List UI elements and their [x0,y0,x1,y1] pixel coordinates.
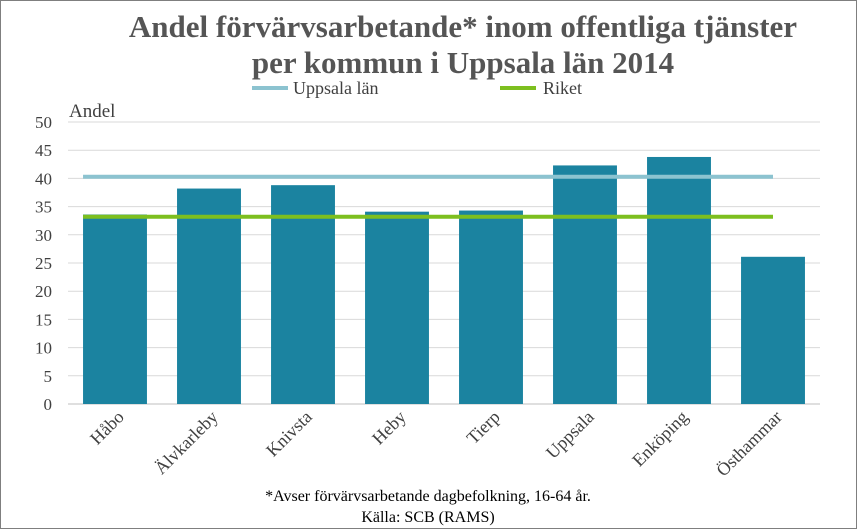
y-tick-label-25: 25 [35,254,52,273]
bar-osthammar [741,256,805,404]
bar-habo [83,214,147,404]
bar-alvkarleby [177,188,241,404]
x-tick-label-alvkarleby: Älvkarleby [150,407,221,478]
bar-heby [365,211,429,404]
bars [83,156,805,404]
x-tick-label-uppsala: Uppsala [542,407,598,463]
y-tick-label-15: 15 [35,310,52,329]
source-note: Källa: SCB (RAMS) [361,509,494,526]
y-tick-label-10: 10 [35,339,52,358]
y-tick-label-5: 5 [44,367,53,386]
x-tick-label-habo: Håbo [86,407,128,449]
legend-label-uppsala-lan: Uppsala län [293,78,378,98]
x-tick-label-tierp: Tierp [463,407,504,448]
y-axis-label: Andel [69,101,115,122]
bar-tierp [459,210,523,404]
footnote: *Avser förvärvsarbetande dagbefolkning, … [265,488,591,505]
legend-label-riket: Riket [543,78,582,98]
x-tick-label-osthammar: Östhammar [712,407,786,481]
y-tick-label-0: 0 [44,395,53,414]
chart-title-line-1: Andel förvärvsarbetande* inom offentliga… [129,9,797,44]
reference-lines [83,174,773,219]
y-tick-label-35: 35 [35,198,52,217]
x-tick-label-enkoping: Enköping [628,407,692,471]
bar-enkoping [647,156,711,404]
y-tick-label-30: 30 [35,226,52,245]
bar-knivsta [271,185,335,404]
x-tick-label-heby: Heby [368,407,410,449]
y-tick-label-45: 45 [35,141,52,160]
y-tick-label-50: 50 [35,113,52,132]
y-tick-label-20: 20 [35,282,52,301]
chart-title-line-2: per kommun i Uppsala län 2014 [252,45,674,80]
legend: Uppsala län Riket [252,78,582,98]
category-labels: Håbo Älvkarleby Knivsta Heby Tierp Uppsala Enk… [86,407,786,481]
bar-uppsala [553,165,617,404]
y-tick-label-40: 40 [35,169,52,188]
x-tick-label-knivsta: Knivsta [262,407,316,461]
y-axis-ticks: 0 5 10 15 20 25 30 35 40 45 50 [35,113,52,414]
